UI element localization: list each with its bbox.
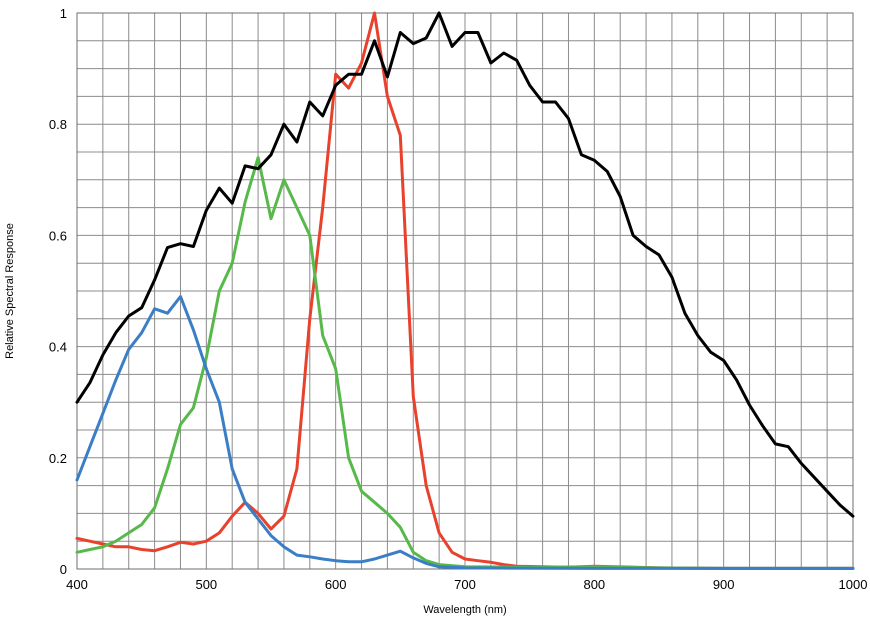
y-axis-title: Relative Spectral Response [4, 223, 16, 359]
x-tick-label: 600 [325, 577, 347, 592]
series-line-4 [75, 11, 855, 518]
grid [77, 13, 853, 569]
series-line-2 [75, 156, 855, 570]
y-tick-label: 0.6 [49, 228, 67, 243]
x-tick-labels: 400 500 600 700 800 900 1000 [66, 577, 867, 592]
x-tick-label: 1000 [839, 577, 868, 592]
y-tick-label: 0.2 [49, 451, 67, 466]
x-tick-label: 900 [713, 577, 735, 592]
y-tick-label: 0.4 [49, 340, 67, 355]
series-group [75, 11, 855, 570]
series-line-3 [75, 295, 855, 570]
x-tick-label: 500 [195, 577, 217, 592]
x-tick-label: 400 [66, 577, 88, 592]
y-tick-label: 0.8 [49, 117, 67, 132]
y-tick-labels: 0 0.2 0.4 0.6 0.8 1 [49, 6, 67, 577]
x-tick-label: 700 [454, 577, 476, 592]
x-tick-label: 800 [583, 577, 605, 592]
x-axis-title: Wavelength (nm) [423, 604, 506, 616]
y-tick-label: 0 [60, 562, 67, 577]
y-tick-label: 1 [60, 6, 67, 21]
